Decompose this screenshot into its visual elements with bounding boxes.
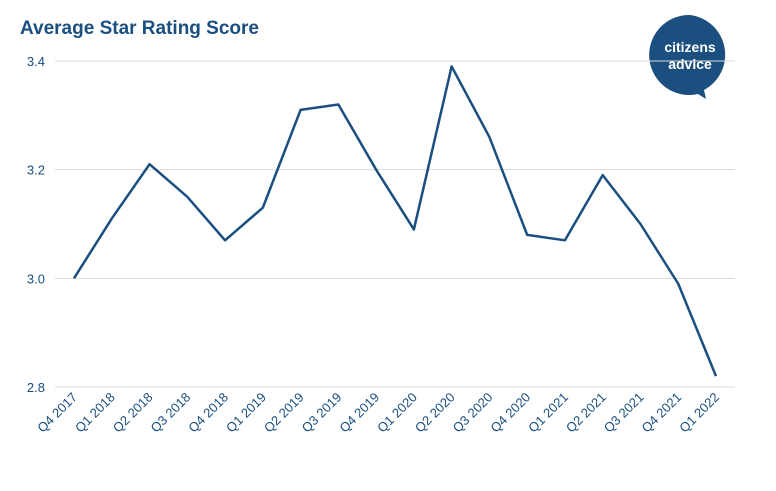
y-tick-label: 3.2 [27,163,45,178]
logo-text: citizens [664,39,716,55]
logo-text: advice [668,56,712,72]
x-tick-label: Q3 2018 [148,390,194,436]
x-tick-label: Q1 2019 [223,390,269,436]
y-tick-label: 3.4 [27,54,45,69]
x-tick-label: Q1 2018 [72,390,118,436]
x-tick-label: Q2 2019 [261,390,307,436]
x-tick-label: Q1 2022 [676,390,722,436]
x-tick-label: Q4 2021 [638,390,684,436]
y-tick-label: 3.0 [27,271,45,286]
x-tick-label: Q4 2019 [336,390,382,436]
x-tick-label: Q4 2017 [34,390,80,436]
chart-title: Average Star Rating Score [20,18,259,39]
logo: citizens advice [649,14,726,100]
x-tick-label: Q4 2020 [487,390,533,436]
y-tick-label: 2.8 [27,380,45,395]
x-tick-label: Q4 2018 [185,390,231,436]
x-tick-label: Q2 2018 [110,390,156,436]
x-tick-label: Q3 2019 [299,390,345,436]
x-tick-label: Q1 2020 [374,390,420,436]
x-tick-label: Q2 2020 [412,390,458,436]
line [72,65,718,377]
x-tick-label: Q3 2021 [601,390,647,436]
logo-badge [649,14,726,100]
x-tick-label: Q2 2021 [563,390,609,436]
x-tick-label: Q1 2021 [525,390,571,436]
x-tick-label: Q3 2020 [450,390,496,436]
